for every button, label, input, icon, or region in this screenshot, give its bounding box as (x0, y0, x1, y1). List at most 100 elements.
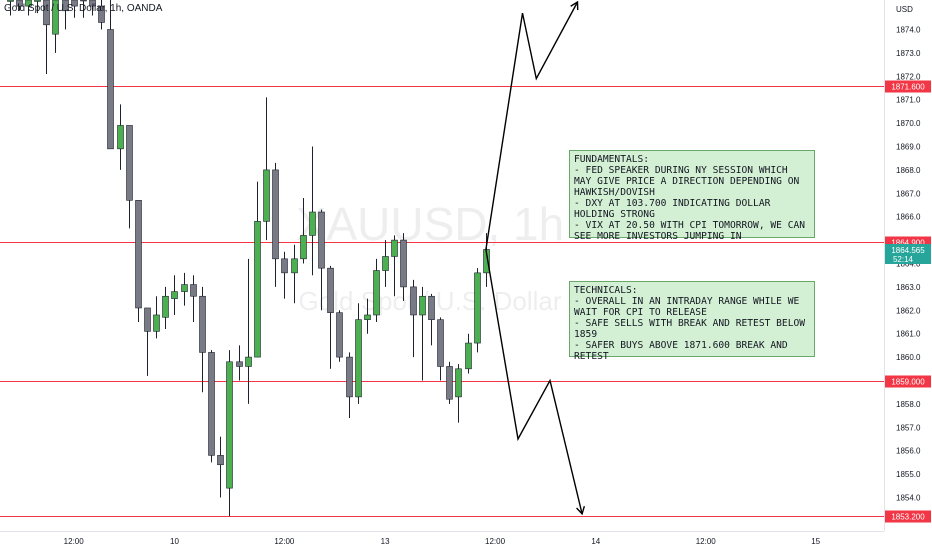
price-tick-label: 1871.0 (896, 96, 921, 105)
candle-body (16, 0, 23, 7)
candle (208, 350, 215, 463)
candle (107, 0, 114, 150)
candle (98, 0, 105, 30)
price-tick-label: 1874.0 (896, 26, 921, 35)
candle (181, 272, 188, 306)
bearish-projection-arrow[interactable] (485, 249, 586, 516)
candle (364, 298, 371, 334)
candle (52, 0, 59, 53)
time-tick-label: 12:00 (485, 537, 506, 546)
candle-body (162, 295, 169, 318)
level-price-label: 1871.600 (891, 83, 925, 92)
candle-body (217, 455, 224, 466)
candle-body (89, 0, 96, 7)
candle (162, 286, 169, 330)
candle-body (419, 295, 426, 316)
price-tick-label: 1861.0 (896, 330, 921, 339)
candle (419, 286, 426, 381)
candle-body (153, 314, 160, 332)
candle-body (355, 319, 362, 398)
candle-body (52, 0, 59, 35)
candle-body (263, 169, 270, 222)
candle (199, 286, 206, 393)
technicals-note[interactable]: TECHNICALS: - OVERALL IN AN INTRADAY RAN… (569, 281, 815, 362)
candle-body (300, 235, 307, 260)
candle-body (98, 5, 105, 23)
candle-body (455, 368, 462, 398)
price-tick-label: 1854.0 (896, 494, 921, 503)
bullish-projection-arrow[interactable] (485, 0, 579, 250)
candle (281, 251, 288, 299)
candle (236, 345, 243, 381)
time-tick-label: 10 (170, 537, 179, 546)
candle-body (80, 0, 87, 2)
level-price-tag (885, 80, 931, 93)
candle-body (208, 352, 215, 456)
candle (245, 258, 252, 404)
candle (89, 0, 96, 16)
candle-body (245, 356, 252, 367)
candle-body (346, 356, 353, 398)
candle (34, 0, 41, 14)
candle-body (190, 284, 197, 297)
price-tick-label: 1856.0 (896, 447, 921, 456)
candle-body (400, 239, 407, 288)
price-tick-label: 1873.0 (896, 49, 921, 58)
candle (62, 0, 69, 30)
candles (7, 0, 490, 517)
candle-body (236, 361, 243, 367)
symbol-header: Gold Spot / U.S. Dollar, 1h, OANDA (4, 3, 163, 14)
candle (254, 181, 261, 358)
candle-body (199, 295, 206, 353)
current-price-label: 1864.565 (891, 246, 925, 255)
candle-body (309, 211, 316, 236)
projection-paths[interactable] (485, 0, 586, 516)
level-price-label: 1853.200 (891, 513, 925, 522)
price-tick-label: 1863.0 (896, 283, 921, 292)
candle (144, 307, 151, 376)
candle-body (382, 256, 389, 271)
candle (80, 0, 87, 18)
candle-body (281, 258, 288, 274)
candle (382, 240, 389, 287)
candle (437, 317, 444, 381)
price-tick-label: 1855.0 (896, 470, 921, 479)
candle (153, 296, 160, 339)
candle (272, 162, 279, 287)
candle-body (465, 342, 472, 370)
fundamentals-note[interactable]: FUNDAMENTALS: - FED SPEAKER DURING NY SE… (569, 150, 815, 242)
time-tick-label: 13 (381, 537, 390, 546)
candle (474, 268, 481, 353)
candle (263, 97, 270, 241)
candle-body (446, 366, 453, 400)
candle (171, 275, 178, 315)
candle-body (71, 0, 78, 7)
candle-body (272, 169, 279, 260)
candle (71, 0, 78, 18)
horizontal-levels[interactable] (0, 86, 884, 517)
note-line: - VIX AT 20.50 WITH CPI TOMORROW, WE CAN… (574, 220, 811, 242)
price-axis[interactable]: USD1854.01855.01856.01857.01858.01859.01… (884, 0, 932, 550)
candle (217, 436, 224, 498)
candle (373, 258, 380, 322)
candle-body (7, 0, 14, 2)
level-price-label: 1864.900 (891, 239, 925, 248)
candle-body (144, 307, 151, 332)
price-tick-label: 1872.0 (896, 72, 921, 81)
candle (455, 364, 462, 423)
candle-body (126, 125, 133, 201)
candle-body (226, 361, 233, 489)
time-tick-label: 12:00 (696, 537, 717, 546)
candle-body (291, 258, 298, 274)
note-line: - SAFER BUYS ABOVE 1871.600 BREAK AND RE… (574, 340, 794, 362)
candle (391, 235, 398, 297)
candle-body (364, 314, 371, 320)
candle (226, 350, 233, 517)
candle-body (373, 270, 380, 316)
candle (309, 146, 316, 276)
candle-body (62, 0, 69, 12)
candle-body (327, 267, 334, 313)
candle (428, 293, 435, 346)
